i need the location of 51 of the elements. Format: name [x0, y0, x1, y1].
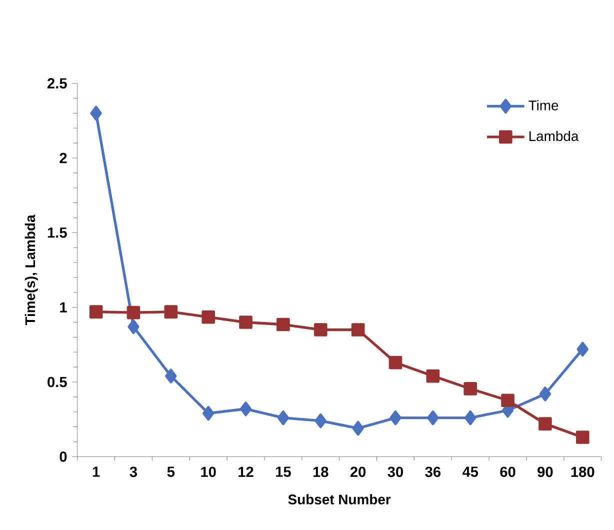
point: [164, 305, 178, 318]
x-tick-label: 5: [167, 466, 175, 477]
y-axis-title: Time(s), Lambda: [24, 214, 38, 326]
x-tick-label: 20: [350, 466, 366, 478]
x-tick-label: 36: [425, 466, 441, 478]
y-tick-label: 1.5: [48, 228, 67, 238]
legend-label: Lambda: [529, 130, 579, 142]
point: [314, 414, 326, 428]
point: [89, 305, 103, 318]
y-tick-label: 0: [60, 452, 67, 462]
point: [390, 410, 402, 426]
point: [501, 394, 514, 408]
point: [351, 323, 365, 336]
point: [464, 382, 477, 396]
x-tick-label: 90: [538, 466, 553, 478]
point: [464, 410, 476, 426]
point: [576, 342, 588, 356]
point: [202, 310, 215, 324]
point: [128, 319, 140, 334]
point: [239, 316, 252, 329]
point: [126, 306, 140, 320]
legend-label: Time: [528, 100, 558, 110]
x-tick-label: 45: [462, 466, 478, 477]
point: [240, 402, 252, 416]
x-tick-label: 30: [388, 466, 403, 478]
x-tick-label: 1: [92, 466, 100, 477]
point: [202, 406, 214, 421]
x-tick-label: 15: [276, 466, 291, 477]
point: [90, 106, 102, 121]
point: [277, 410, 290, 426]
x-tick-label: 3: [130, 466, 138, 478]
y-tick-label: 2.5: [47, 78, 67, 89]
y-tick-label: 0.5: [48, 376, 67, 388]
point: [314, 323, 328, 336]
point: [352, 420, 364, 436]
x-tick-label: 180: [571, 466, 594, 478]
point: [276, 318, 290, 332]
x-axis-title: Subset Number: [288, 494, 391, 504]
point: [388, 356, 402, 370]
x-tick-label: 60: [500, 466, 516, 478]
x-tick-label: 12: [238, 466, 254, 477]
y-tick-label: 1: [60, 302, 67, 312]
point: [165, 368, 177, 384]
point: [538, 417, 552, 430]
point: [539, 386, 552, 402]
x-tick-label: 18: [313, 466, 328, 478]
y-tick-label: 2: [60, 152, 67, 164]
x-tick-label: 10: [201, 466, 216, 478]
point: [427, 410, 439, 426]
point: [426, 369, 440, 383]
point: [576, 430, 590, 444]
